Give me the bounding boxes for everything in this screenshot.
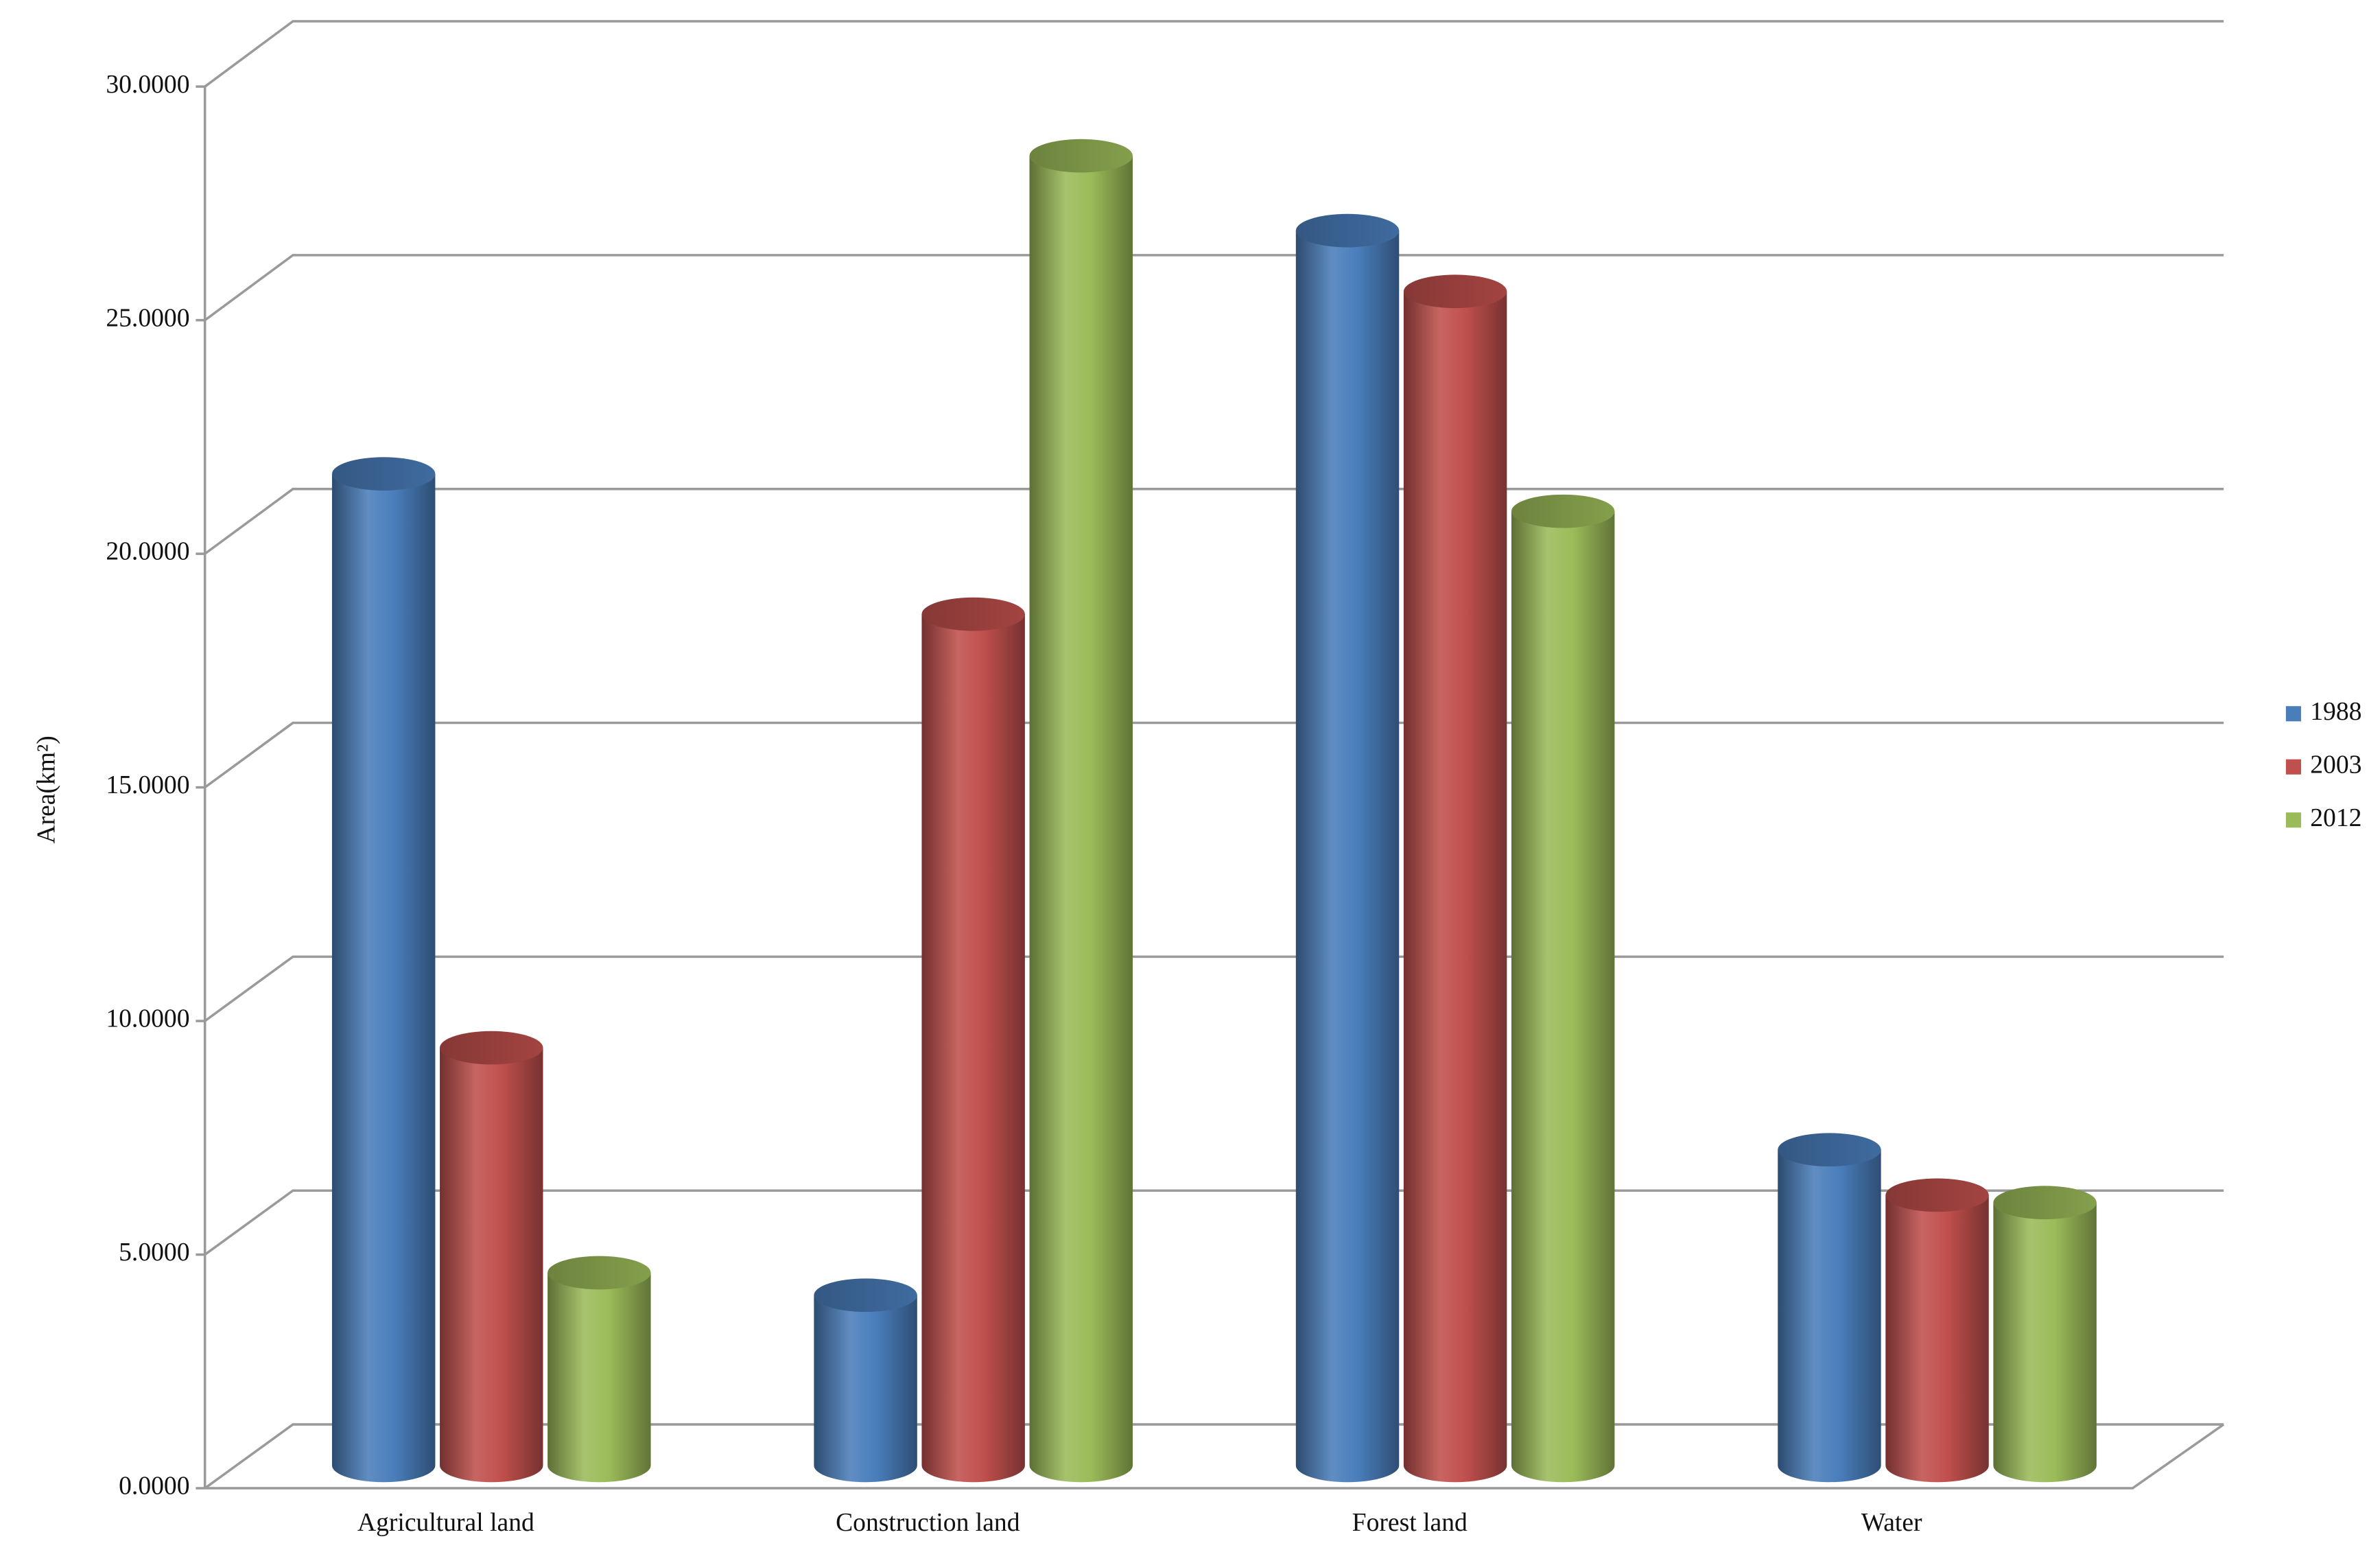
legend-swatch <box>2285 812 2301 828</box>
legend-label: 1988 <box>2310 697 2361 726</box>
bar <box>1029 139 1133 1483</box>
grid-line <box>204 955 2224 1022</box>
bar <box>814 1278 917 1483</box>
bar <box>331 457 436 1483</box>
bar <box>921 597 1025 1483</box>
y-tick-label: 15.0000 <box>106 771 189 799</box>
floor-edge <box>204 1423 2225 1490</box>
y-tick-label: 25.0000 <box>106 303 189 332</box>
x-tick-label: Water <box>1861 1508 1922 1537</box>
bar <box>1993 1186 2097 1483</box>
bar <box>1295 213 1400 1483</box>
legend-swatch <box>2285 706 2301 722</box>
x-tick-label: Forest land <box>1352 1508 1468 1537</box>
grid-line <box>204 20 2224 88</box>
bar <box>547 1256 651 1483</box>
grid-line <box>204 721 2224 789</box>
grid-line <box>204 487 2224 555</box>
legend-label: 2003 <box>2310 750 2361 779</box>
x-tick-label: Construction land <box>836 1508 1020 1537</box>
x-tick-label: Agricultural land <box>357 1508 534 1537</box>
bar <box>1778 1133 1881 1483</box>
grid-line <box>204 254 2224 322</box>
y-tick-label: 0.0000 <box>119 1472 189 1501</box>
bar <box>1511 494 1615 1483</box>
y-tick-label: 10.0000 <box>106 1004 189 1033</box>
y-axis-title: Area(km²) <box>32 736 60 843</box>
y-tick-label: 30.0000 <box>106 70 189 99</box>
bar <box>1885 1178 1989 1483</box>
y-tick-label: 5.0000 <box>119 1238 189 1267</box>
legend-label: 2012 <box>2310 803 2361 832</box>
bar <box>1403 274 1507 1483</box>
y-tick-label: 20.0000 <box>106 537 189 566</box>
legend-swatch <box>2285 759 2301 775</box>
bar <box>440 1031 543 1483</box>
